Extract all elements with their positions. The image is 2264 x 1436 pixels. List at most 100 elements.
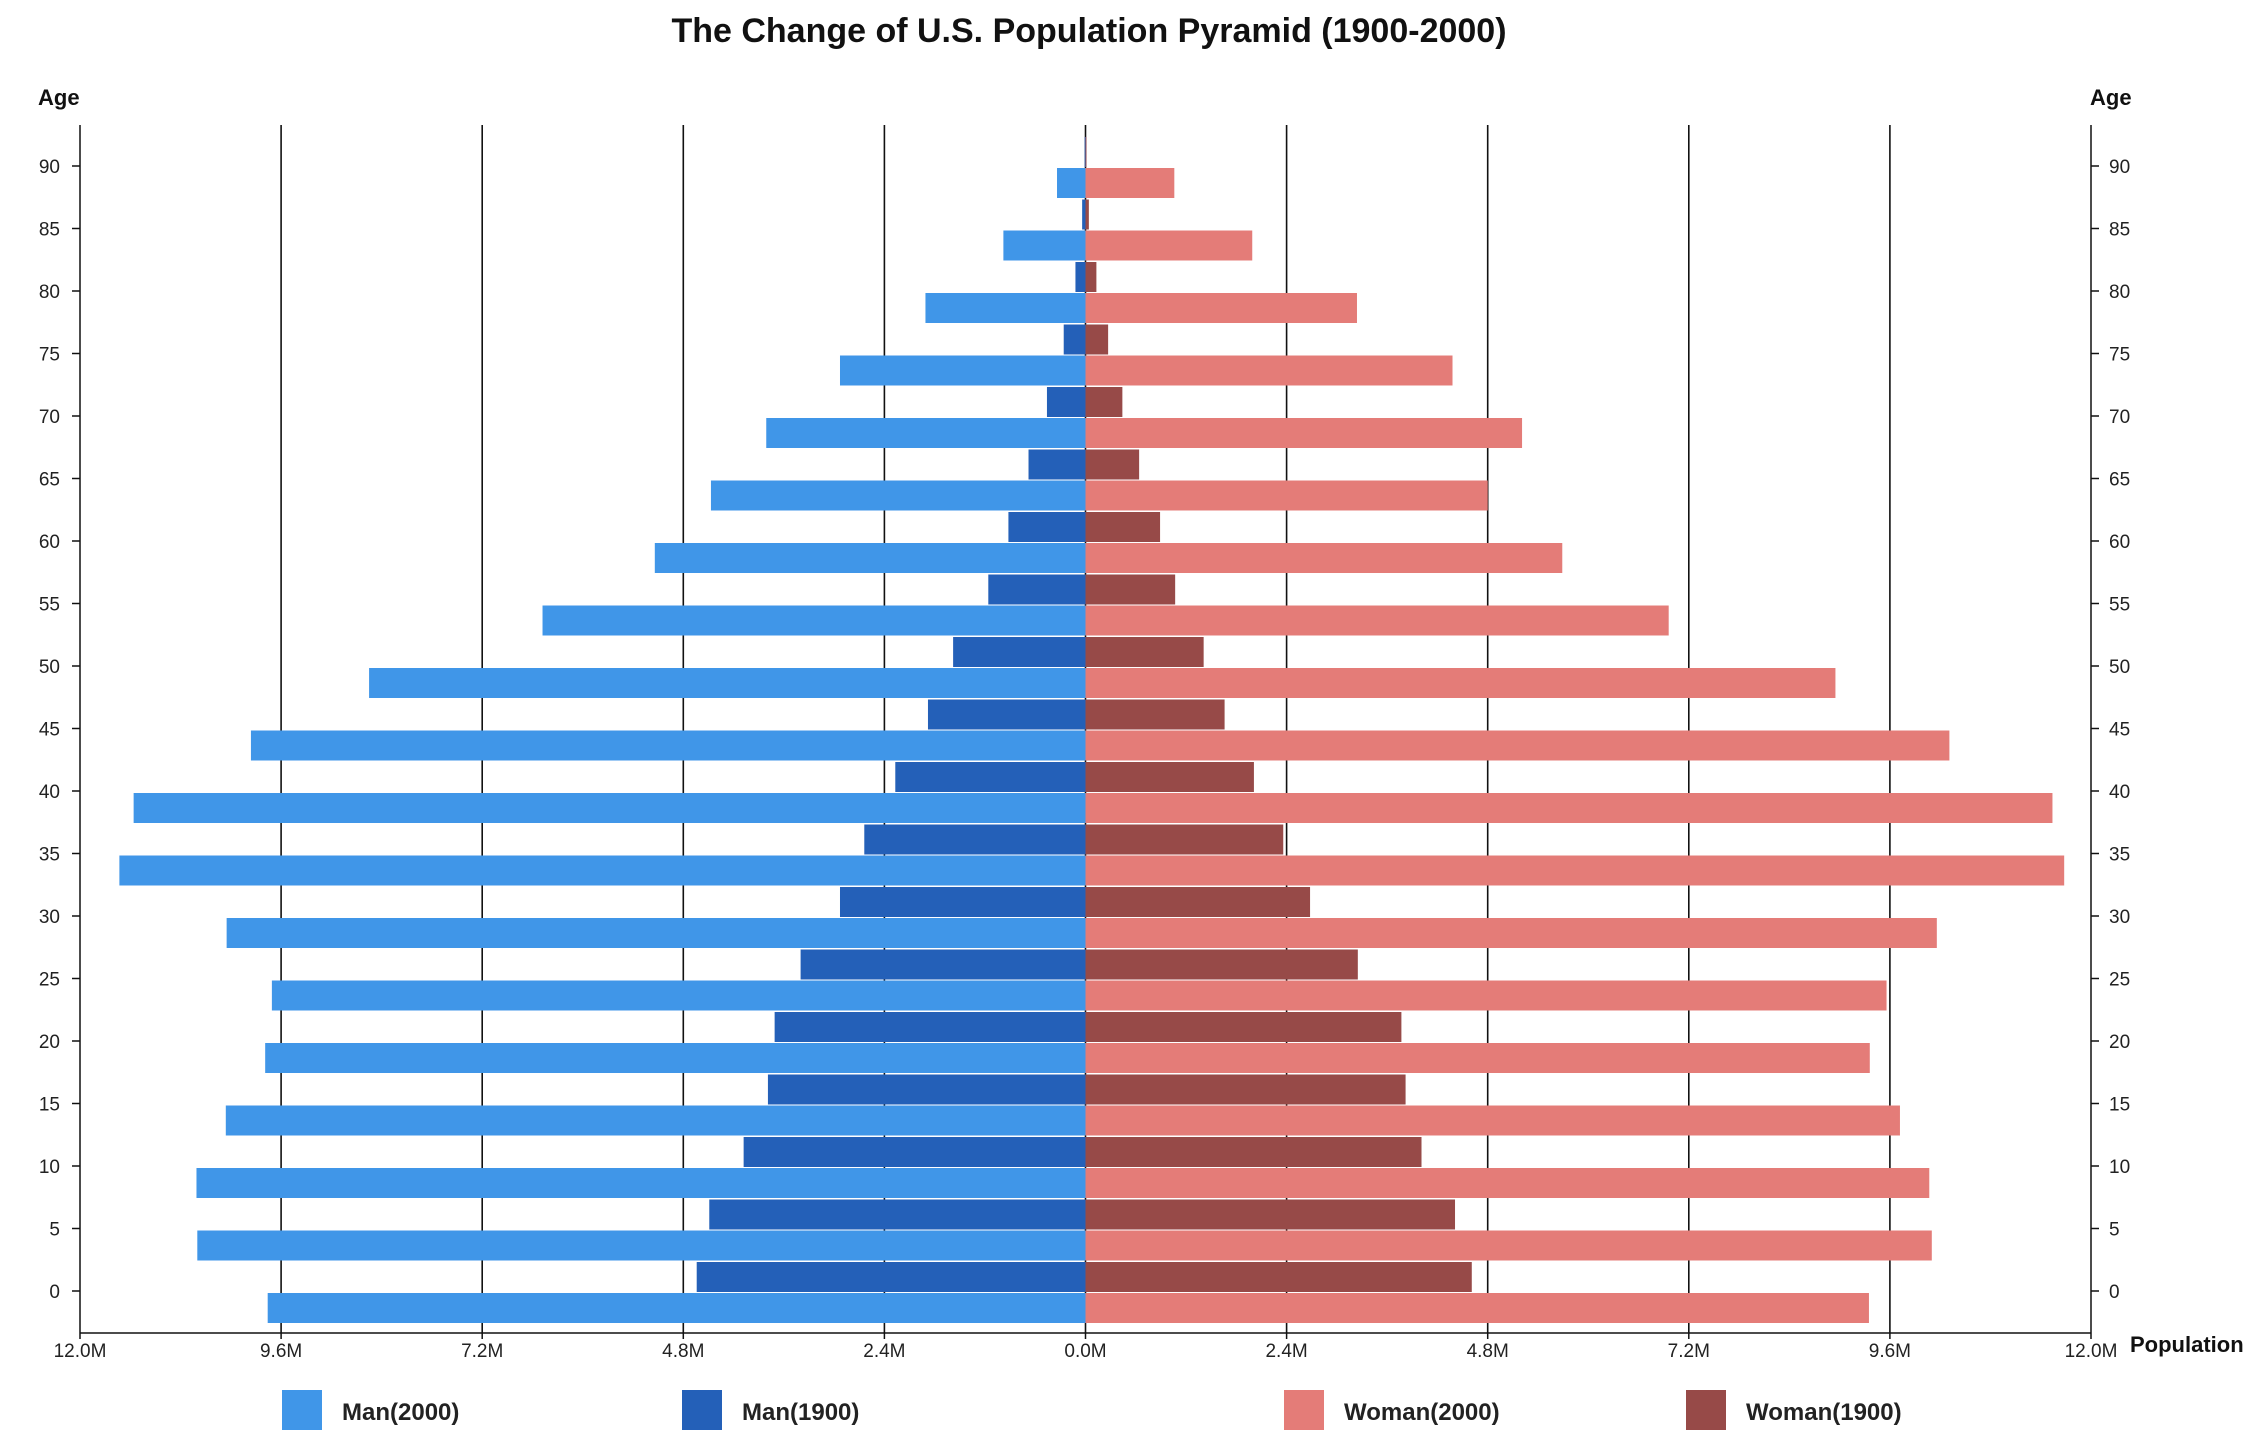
bar-woman-2000-age-65 — [1085, 480, 1488, 511]
bar-woman-2000-age-90 — [1085, 168, 1175, 198]
bar-woman-2000-age-5 — [1085, 1230, 1932, 1261]
bar-man-1900-age-60 — [1008, 512, 1086, 542]
bar-woman-2000-age-30 — [1085, 918, 1937, 948]
bar-woman-2000-age-35 — [1085, 855, 2065, 886]
bar-woman-1900-age-85 — [1085, 199, 1089, 230]
bar-woman-1900-age-10 — [1085, 1137, 1422, 1167]
bar-man-2000-age-40 — [133, 793, 1086, 823]
legend-label: Man(1900) — [742, 1399, 859, 1426]
bar-man-2000-age-15 — [225, 1105, 1086, 1136]
x-tick-label: 2.4M — [863, 1341, 905, 1362]
bar-man-2000-age-5 — [197, 1230, 1086, 1261]
bar-man-1900-age-30 — [839, 887, 1086, 917]
x-tick-label: 9.6M — [260, 1341, 302, 1362]
y-tick-label-right: 10 — [2109, 1157, 2130, 1178]
bar-woman-1900-age-55 — [1085, 574, 1176, 605]
x-tick-label: 4.8M — [1467, 1341, 1509, 1362]
y-tick-label-left: 30 — [39, 907, 60, 928]
y-tick-label-left: 90 — [39, 157, 60, 178]
bar-man-1900-age-5 — [709, 1199, 1086, 1230]
bar-woman-2000-age-10 — [1085, 1168, 1930, 1198]
bar-man-2000-age-90 — [1057, 168, 1086, 198]
legend-swatch — [1284, 1390, 1324, 1430]
y-tick-label-right: 40 — [2109, 782, 2130, 803]
bar-man-1900-age-15 — [767, 1074, 1086, 1105]
y-axis-label-right: Age — [2090, 85, 2132, 110]
x-tick-label: 7.2M — [461, 1341, 503, 1362]
bar-man-2000-age-70 — [766, 418, 1086, 448]
x-tick-label: 2.4M — [1265, 1341, 1307, 1362]
bar-man-2000-age-20 — [265, 1043, 1086, 1073]
bar-woman-1900-age-80 — [1085, 262, 1097, 292]
x-tick-label: 4.8M — [662, 1341, 704, 1362]
x-tick-label: 9.6M — [1869, 1341, 1911, 1362]
y-tick-label-left: 15 — [39, 1095, 60, 1116]
y-tick-label-left: 10 — [39, 1157, 60, 1178]
x-tick-label: 12.0M — [2065, 1341, 2118, 1362]
bar-man-1900-age-25 — [800, 949, 1086, 980]
bar-woman-1900-age-40 — [1085, 762, 1254, 792]
chart-title: The Change of U.S. Population Pyramid (1… — [671, 12, 1506, 50]
y-tick-label-left: 5 — [49, 1220, 60, 1241]
y-tick-label-right: 30 — [2109, 907, 2130, 928]
bar-man-2000-age-85 — [1003, 230, 1086, 261]
bar-man-1900-age-90 — [1084, 137, 1086, 167]
bar-woman-2000-age-15 — [1085, 1105, 1900, 1136]
y-tick-label-right: 85 — [2109, 220, 2130, 241]
bar-man-2000-age-25 — [271, 980, 1086, 1011]
y-tick-label-left: 55 — [39, 595, 60, 616]
bar-woman-2000-age-45 — [1085, 730, 1950, 761]
bar-woman-2000-age-0 — [1085, 1293, 1869, 1323]
bar-man-1900-age-55 — [988, 574, 1086, 605]
y-tick-label-left: 50 — [39, 657, 60, 678]
bar-woman-2000-age-80 — [1085, 293, 1357, 323]
bar-woman-1900-age-70 — [1085, 387, 1123, 417]
legend-item: Man(1900) — [682, 1390, 859, 1430]
legend-label: Man(2000) — [342, 1399, 459, 1426]
y-tick-label-right: 35 — [2109, 845, 2130, 866]
y-tick-label-left: 45 — [39, 720, 60, 741]
legend-item: Woman(1900) — [1686, 1390, 1902, 1430]
tick-labels: 12.0M 9.6M 7.2M 4.8M 2.4M 0.0M 2.4M 4.8M 7.2M 9.6… — [39, 157, 2130, 1362]
bar-woman-1900-age-50 — [1085, 637, 1204, 667]
y-tick-label-right: 65 — [2109, 470, 2130, 491]
bar-man-2000-age-75 — [839, 355, 1086, 386]
x-axis-label: Population — [2130, 1332, 2244, 1357]
bar-woman-1900-age-25 — [1085, 949, 1358, 980]
bar-man-2000-age-45 — [250, 730, 1086, 761]
y-tick-label-right: 90 — [2109, 157, 2130, 178]
y-tick-label-left: 85 — [39, 220, 60, 241]
y-tick-label-right: 0 — [2109, 1282, 2120, 1303]
bar-woman-2000-age-75 — [1085, 355, 1453, 386]
bar-man-2000-age-60 — [654, 543, 1086, 573]
legend-swatch — [682, 1390, 722, 1430]
bar-man-1900-age-65 — [1028, 449, 1086, 480]
bar-man-2000-age-55 — [542, 605, 1086, 636]
bar-woman-1900-age-5 — [1085, 1199, 1456, 1230]
y-tick-label-left: 75 — [39, 345, 60, 366]
bar-man-1900-age-70 — [1046, 387, 1086, 417]
bar-woman-1900-age-15 — [1085, 1074, 1406, 1105]
legend: Man(2000) Man(1900) Woman(2000) Woman(1900) — [282, 1390, 1902, 1430]
bar-man-2000-age-35 — [119, 855, 1086, 886]
x-tick-label: 0.0M — [1064, 1341, 1106, 1362]
bar-woman-2000-age-70 — [1085, 418, 1523, 448]
bar-woman-1900-age-0 — [1085, 1262, 1472, 1292]
bar-man-1900-age-35 — [864, 824, 1086, 855]
y-tick-label-right: 5 — [2109, 1220, 2120, 1241]
y-tick-label-left: 80 — [39, 282, 60, 303]
bars — [119, 137, 2065, 1323]
bar-man-1900-age-50 — [953, 637, 1086, 667]
legend-label: Woman(2000) — [1344, 1399, 1500, 1426]
bar-man-2000-age-65 — [710, 480, 1086, 511]
bar-woman-2000-age-50 — [1085, 668, 1836, 698]
bar-man-1900-age-80 — [1075, 262, 1086, 292]
y-tick-label-left: 0 — [49, 1282, 60, 1303]
bar-woman-1900-age-20 — [1085, 1012, 1402, 1042]
bar-man-1900-age-40 — [895, 762, 1086, 792]
bar-man-2000-age-80 — [925, 293, 1086, 323]
bar-man-1900-age-10 — [743, 1137, 1086, 1167]
legend-label: Woman(1900) — [1746, 1399, 1902, 1426]
bar-woman-1900-age-45 — [1085, 699, 1225, 730]
